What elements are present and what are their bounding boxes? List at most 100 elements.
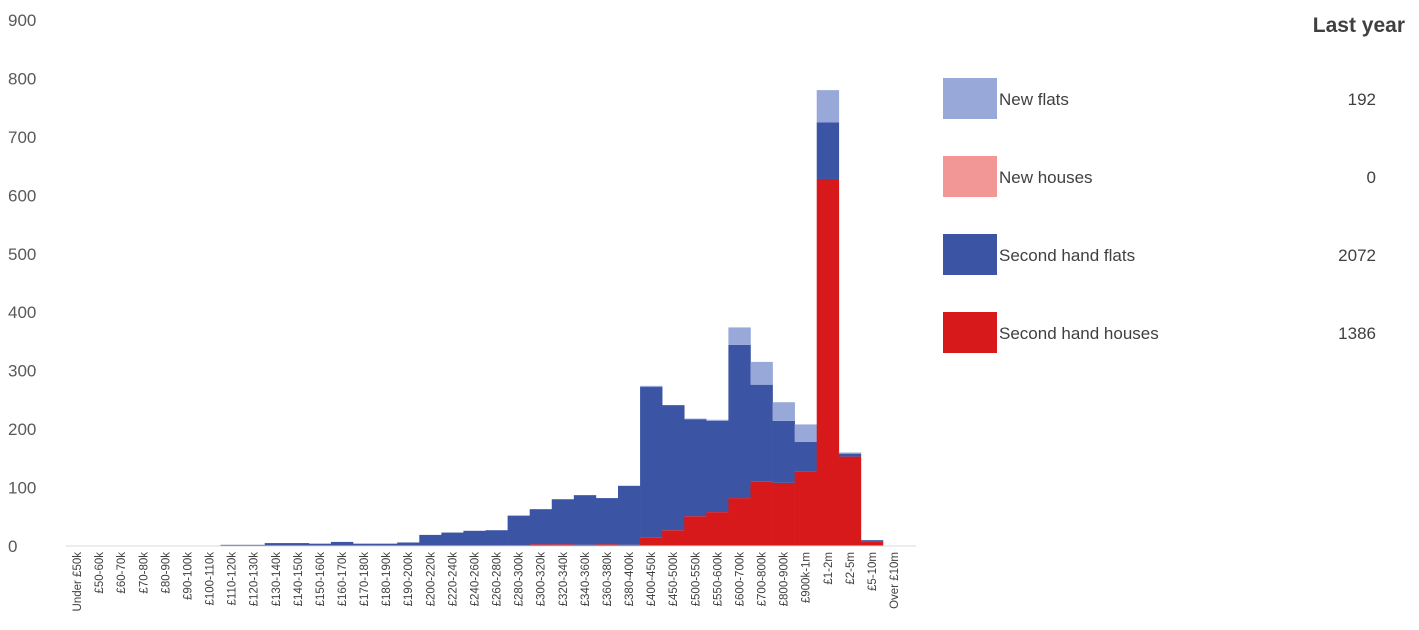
y-tick-label: 800 bbox=[8, 69, 36, 88]
bar-segment bbox=[529, 544, 553, 546]
bar-segment bbox=[551, 499, 575, 545]
x-tick-label: Over £10m bbox=[889, 552, 901, 609]
x-axis-tick-labels: Under £50k £50-60k £60-70k £70-80k £80-90k £9… bbox=[72, 552, 901, 612]
bar-segment bbox=[640, 385, 663, 388]
y-tick-label: 400 bbox=[8, 303, 36, 322]
bar-segment bbox=[353, 543, 376, 546]
bar-segment bbox=[728, 344, 751, 499]
bar-segment bbox=[595, 544, 619, 546]
x-tick-label: £260-280k bbox=[492, 552, 504, 607]
y-tick-label: 300 bbox=[8, 362, 36, 381]
x-tick-label: £900k-1m bbox=[801, 552, 813, 603]
bar-segment bbox=[662, 405, 685, 531]
x-tick-label: £360-380k bbox=[602, 552, 614, 607]
legend-swatch bbox=[943, 156, 997, 197]
legend-label: Second hand houses bbox=[999, 324, 1159, 343]
x-tick-label: £80-90k bbox=[160, 552, 172, 594]
x-tick-label: £600-700k bbox=[734, 552, 746, 607]
bar-segment bbox=[706, 420, 729, 513]
bar-segment bbox=[816, 122, 840, 179]
bar-segment bbox=[573, 495, 597, 545]
x-tick-label: £1-2m bbox=[823, 552, 835, 585]
bar-segment bbox=[772, 420, 795, 483]
bar-segment bbox=[684, 418, 707, 420]
bar-segment bbox=[330, 541, 354, 546]
x-tick-label: £100-110k bbox=[205, 552, 217, 606]
x-tick-label: £60-70k bbox=[116, 552, 128, 594]
legend-value: 0 bbox=[1367, 168, 1376, 187]
x-tick-label: £200-220k bbox=[425, 552, 437, 607]
legend-label: New flats bbox=[999, 90, 1069, 109]
bar-segment bbox=[551, 544, 575, 546]
y-tick-label: 600 bbox=[8, 186, 36, 205]
y-tick-label: 500 bbox=[8, 245, 36, 264]
bar-segment bbox=[662, 530, 685, 546]
bar-segment bbox=[706, 512, 729, 546]
bar-segment bbox=[441, 532, 464, 546]
x-tick-label: £700-800k bbox=[757, 552, 769, 607]
bar-segment bbox=[485, 530, 508, 546]
legend-value: 192 bbox=[1348, 90, 1376, 109]
bar-segment bbox=[838, 453, 862, 457]
bar-segment bbox=[618, 485, 641, 545]
x-tick-label: Under £50k bbox=[72, 552, 84, 612]
x-tick-label: £140-150k bbox=[293, 552, 305, 607]
x-tick-label: £150-160k bbox=[315, 552, 327, 607]
y-tick-label: 200 bbox=[8, 420, 36, 439]
x-tick-label: £2-5m bbox=[845, 552, 857, 585]
legend-value: 2072 bbox=[1338, 246, 1376, 265]
bar-segment bbox=[640, 537, 663, 546]
bar-segment bbox=[573, 544, 597, 546]
bar-segment bbox=[816, 178, 840, 546]
y-tick-label: 100 bbox=[8, 479, 36, 498]
x-tick-label: £170-180k bbox=[359, 552, 371, 607]
bar-segment bbox=[838, 452, 862, 454]
x-tick-label: £120-130k bbox=[249, 552, 261, 607]
x-tick-label: £380-400k bbox=[624, 552, 636, 607]
bar-segment bbox=[242, 544, 266, 546]
legend-label: New houses bbox=[999, 168, 1093, 187]
x-tick-label: £500-550k bbox=[690, 552, 702, 607]
bar-segment bbox=[750, 384, 773, 482]
x-tick-label: £320-340k bbox=[558, 552, 570, 607]
bar-segment bbox=[220, 544, 243, 546]
bar-segment bbox=[860, 541, 884, 546]
bar-segment bbox=[463, 530, 486, 546]
bar-segment bbox=[772, 482, 795, 546]
x-tick-label: £280-300k bbox=[514, 552, 526, 607]
bar-segment bbox=[816, 90, 840, 123]
x-tick-label: £70-80k bbox=[138, 552, 150, 594]
bar-segment bbox=[684, 419, 707, 517]
y-tick-label: 700 bbox=[8, 128, 36, 147]
x-tick-label: £180-190k bbox=[381, 552, 393, 607]
bar-segment bbox=[308, 543, 332, 546]
y-tick-label: 0 bbox=[8, 537, 17, 556]
bar-segment bbox=[618, 544, 641, 546]
x-tick-label: £220-240k bbox=[447, 552, 459, 607]
bar-segment bbox=[595, 498, 619, 545]
x-tick-label: £50-60k bbox=[94, 552, 106, 594]
x-tick-label: £130-140k bbox=[271, 552, 283, 607]
x-tick-label: £160-170k bbox=[337, 552, 349, 607]
bar-segment bbox=[529, 509, 553, 545]
legend: Last year New flats 192 New houses 0 Second … bbox=[943, 14, 1405, 353]
bar-segment bbox=[375, 543, 398, 546]
bar-segment bbox=[794, 441, 818, 472]
bar-segment bbox=[750, 361, 773, 385]
bar-segment bbox=[728, 327, 751, 345]
x-tick-label: £450-500k bbox=[668, 552, 680, 607]
x-tick-label: £240-260k bbox=[469, 552, 481, 607]
bar-segment bbox=[684, 516, 707, 546]
bar-segment bbox=[794, 424, 818, 442]
bar-segment bbox=[794, 471, 818, 546]
x-tick-label: £550-600k bbox=[712, 552, 724, 607]
bar-segment bbox=[507, 515, 530, 546]
x-tick-label: £340-360k bbox=[580, 552, 592, 607]
bar-segment bbox=[286, 543, 310, 546]
legend-swatch bbox=[943, 234, 997, 275]
bar-segment bbox=[728, 498, 751, 546]
x-tick-label: £300-320k bbox=[536, 552, 548, 607]
bar-segment bbox=[772, 402, 795, 421]
x-tick-label: £5-10m bbox=[867, 552, 879, 591]
